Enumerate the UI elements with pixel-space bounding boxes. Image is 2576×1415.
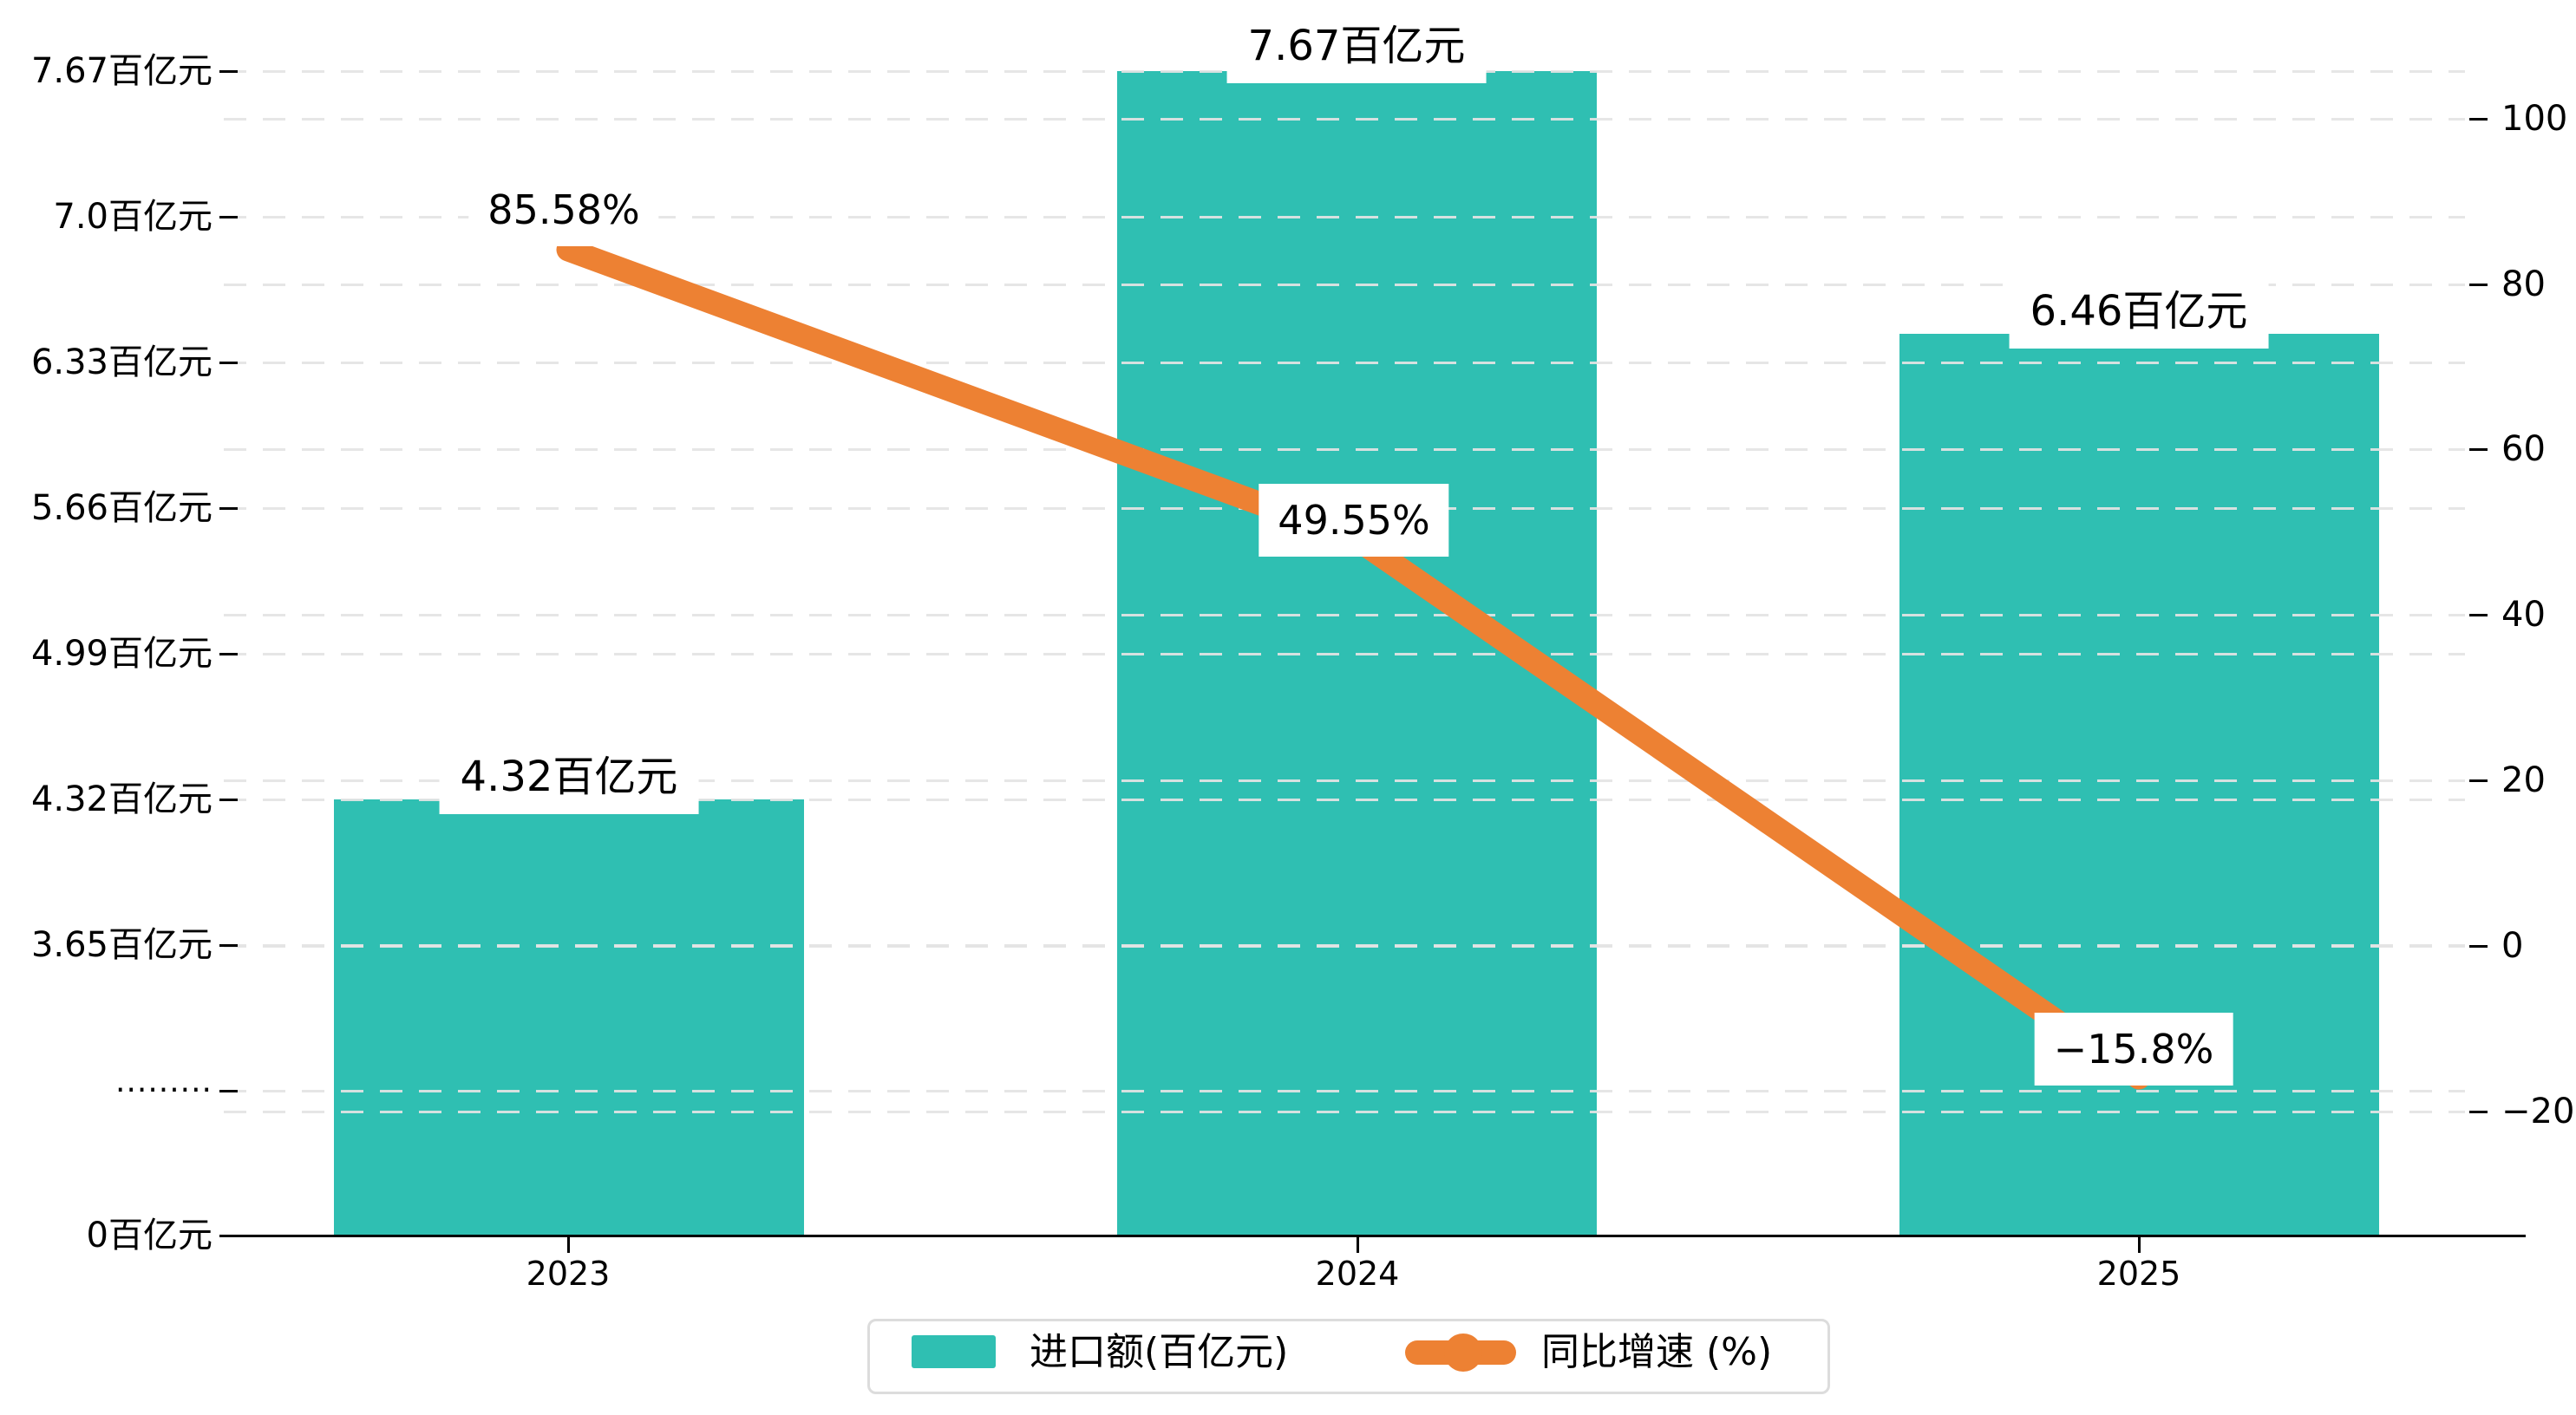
right-axis-tick	[2469, 448, 2488, 451]
growth-label-2024: 49.55%	[1259, 484, 1449, 557]
bar-value-text: 7.67百亿元	[1247, 22, 1466, 70]
right-axis-tick	[2469, 614, 2488, 616]
left-axis-label: 4.99百亿元	[30, 634, 212, 674]
left-axis-tick	[219, 1235, 238, 1237]
left-axis-tick	[219, 507, 238, 510]
bar-value-text: 6.46百亿元	[2030, 287, 2248, 336]
left-axis-tick	[219, 1090, 238, 1092]
left-axis-label: 0百亿元	[86, 1216, 212, 1255]
bar-value-text: 4.32百亿元	[460, 753, 678, 801]
growth-value-text: 49.55%	[1278, 497, 1430, 544]
gridline-left-axis	[224, 653, 2465, 655]
left-axis-break-marker: ·········	[115, 1073, 212, 1108]
right-axis-label: −20	[2501, 1092, 2575, 1131]
growth-value-text: −15.8%	[2053, 1026, 2214, 1073]
gridline-right-axis	[224, 1111, 2465, 1113]
growth-value-text: 85.58%	[487, 186, 640, 233]
gridline-right-axis	[224, 945, 2465, 948]
left-axis-label: 7.67百亿元	[30, 51, 212, 91]
legend-item-growth[interactable]: 同比增速 (%)	[1541, 1330, 1773, 1374]
bar-value-label-2024: 7.67百亿元	[1226, 9, 1487, 83]
x-axis-line	[219, 1235, 2526, 1237]
right-axis-label: 20	[2501, 760, 2546, 800]
right-axis-label: 40	[2501, 595, 2546, 635]
left-axis-tick	[219, 70, 238, 73]
left-axis-label: 7.0百亿元	[53, 197, 212, 237]
gridline-right-axis	[224, 118, 2465, 121]
growth-label-2025: −15.8%	[2034, 1013, 2233, 1086]
right-axis-tick	[2469, 118, 2488, 121]
gridline-left-axis	[224, 362, 2465, 364]
gridline-left-axis	[224, 799, 2465, 801]
gridline-right-axis	[224, 448, 2465, 451]
bar-value-label-2025: 6.46百亿元	[2009, 274, 2269, 349]
left-axis-label: 5.66百亿元	[30, 488, 212, 528]
gridline-right-axis	[224, 779, 2465, 782]
x-axis-label-2025: 2025	[2096, 1255, 2181, 1293]
x-axis-tick	[1357, 1237, 1359, 1253]
right-axis-tick	[2469, 284, 2488, 286]
legend: 进口额(百亿元) 同比增速 (%)	[867, 1319, 1830, 1394]
x-axis-label-2023: 2023	[526, 1255, 611, 1293]
right-axis-tick	[2469, 945, 2488, 948]
left-axis-label: 4.32百亿元	[30, 779, 212, 819]
legend-bar-swatch[interactable]	[912, 1335, 996, 1368]
gridline-left-axis	[224, 216, 2465, 218]
gridline-right-axis	[224, 614, 2465, 616]
x-axis-tick	[567, 1237, 570, 1253]
right-axis-label: 0	[2501, 926, 2524, 966]
right-axis-tick	[2469, 779, 2488, 782]
gridline-left-axis	[224, 1090, 2465, 1092]
x-axis-tick	[2138, 1237, 2141, 1253]
x-axis-label-2024: 2024	[1315, 1255, 1400, 1293]
left-axis-label: 6.33百亿元	[30, 342, 212, 382]
gridline-right-axis	[224, 284, 2465, 286]
bar-2023[interactable]	[334, 799, 804, 1236]
left-axis-label: 3.65百亿元	[30, 925, 212, 965]
legend-item-imports[interactable]: 进口额(百亿元)	[1030, 1330, 1289, 1374]
left-axis-tick	[219, 216, 238, 218]
left-axis-tick	[219, 944, 238, 947]
right-axis-label: 100	[2501, 99, 2568, 139]
legend-line-dot-icon	[1444, 1333, 1482, 1372]
right-axis-label: 80	[2501, 264, 2546, 304]
bar-value-label-2023: 4.32百亿元	[439, 740, 699, 814]
left-axis-tick	[219, 653, 238, 655]
left-axis-tick	[219, 799, 238, 801]
right-axis-tick	[2469, 1111, 2488, 1113]
left-axis-tick	[219, 362, 238, 364]
growth-label-2023: 85.58%	[468, 173, 659, 246]
right-axis-label: 60	[2501, 429, 2546, 469]
